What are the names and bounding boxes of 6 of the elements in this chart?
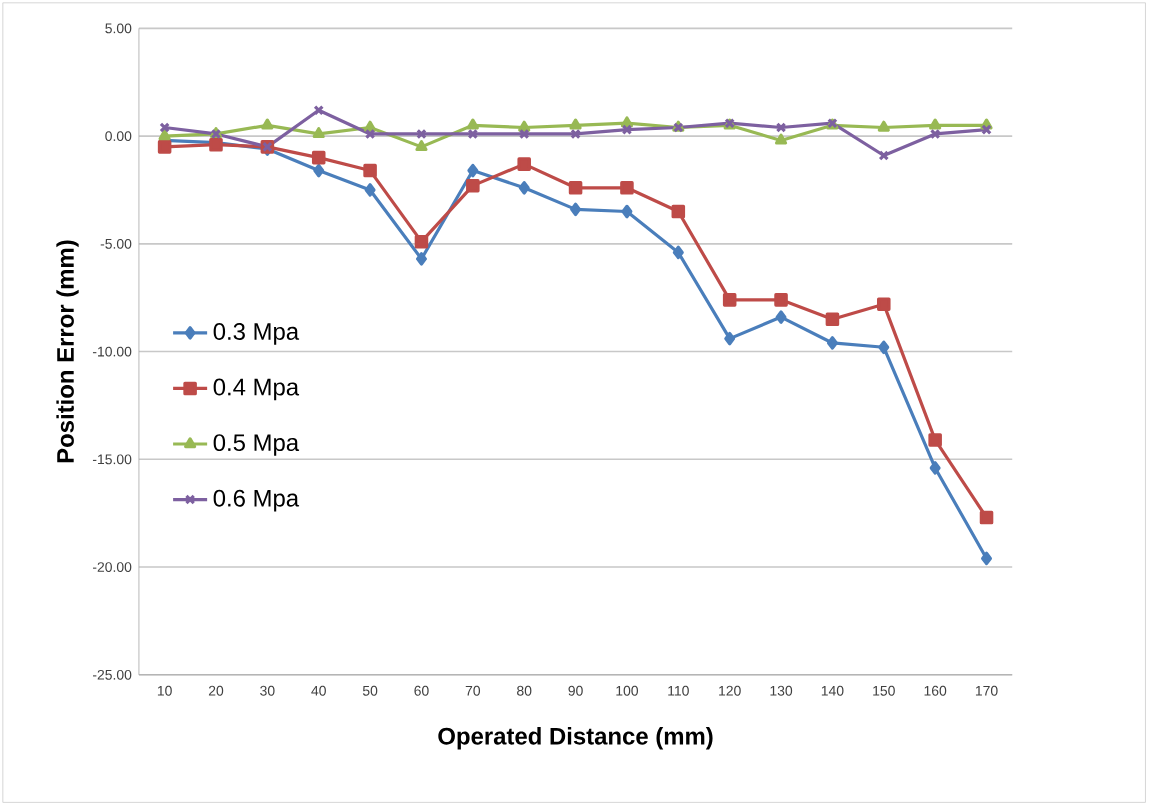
legend-label: 0.3 Mpa (213, 323, 300, 346)
legend-label: 0.5 Mpa (213, 434, 300, 457)
legend-label: 0.6 Mpa (213, 490, 300, 512)
x-axis-title: Operated Distance (mm) (438, 727, 713, 750)
y-axis-title: Position Error (mm) (56, 240, 79, 463)
legend-label: 0.4 Mpa (213, 378, 300, 401)
